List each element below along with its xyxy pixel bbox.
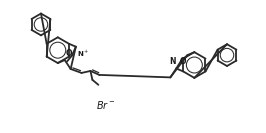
Text: N: N [169,57,175,66]
Text: O: O [66,49,72,58]
Text: Br$^-$: Br$^-$ [96,99,115,111]
Text: O: O [180,57,186,66]
Text: N$^+$: N$^+$ [77,49,89,59]
